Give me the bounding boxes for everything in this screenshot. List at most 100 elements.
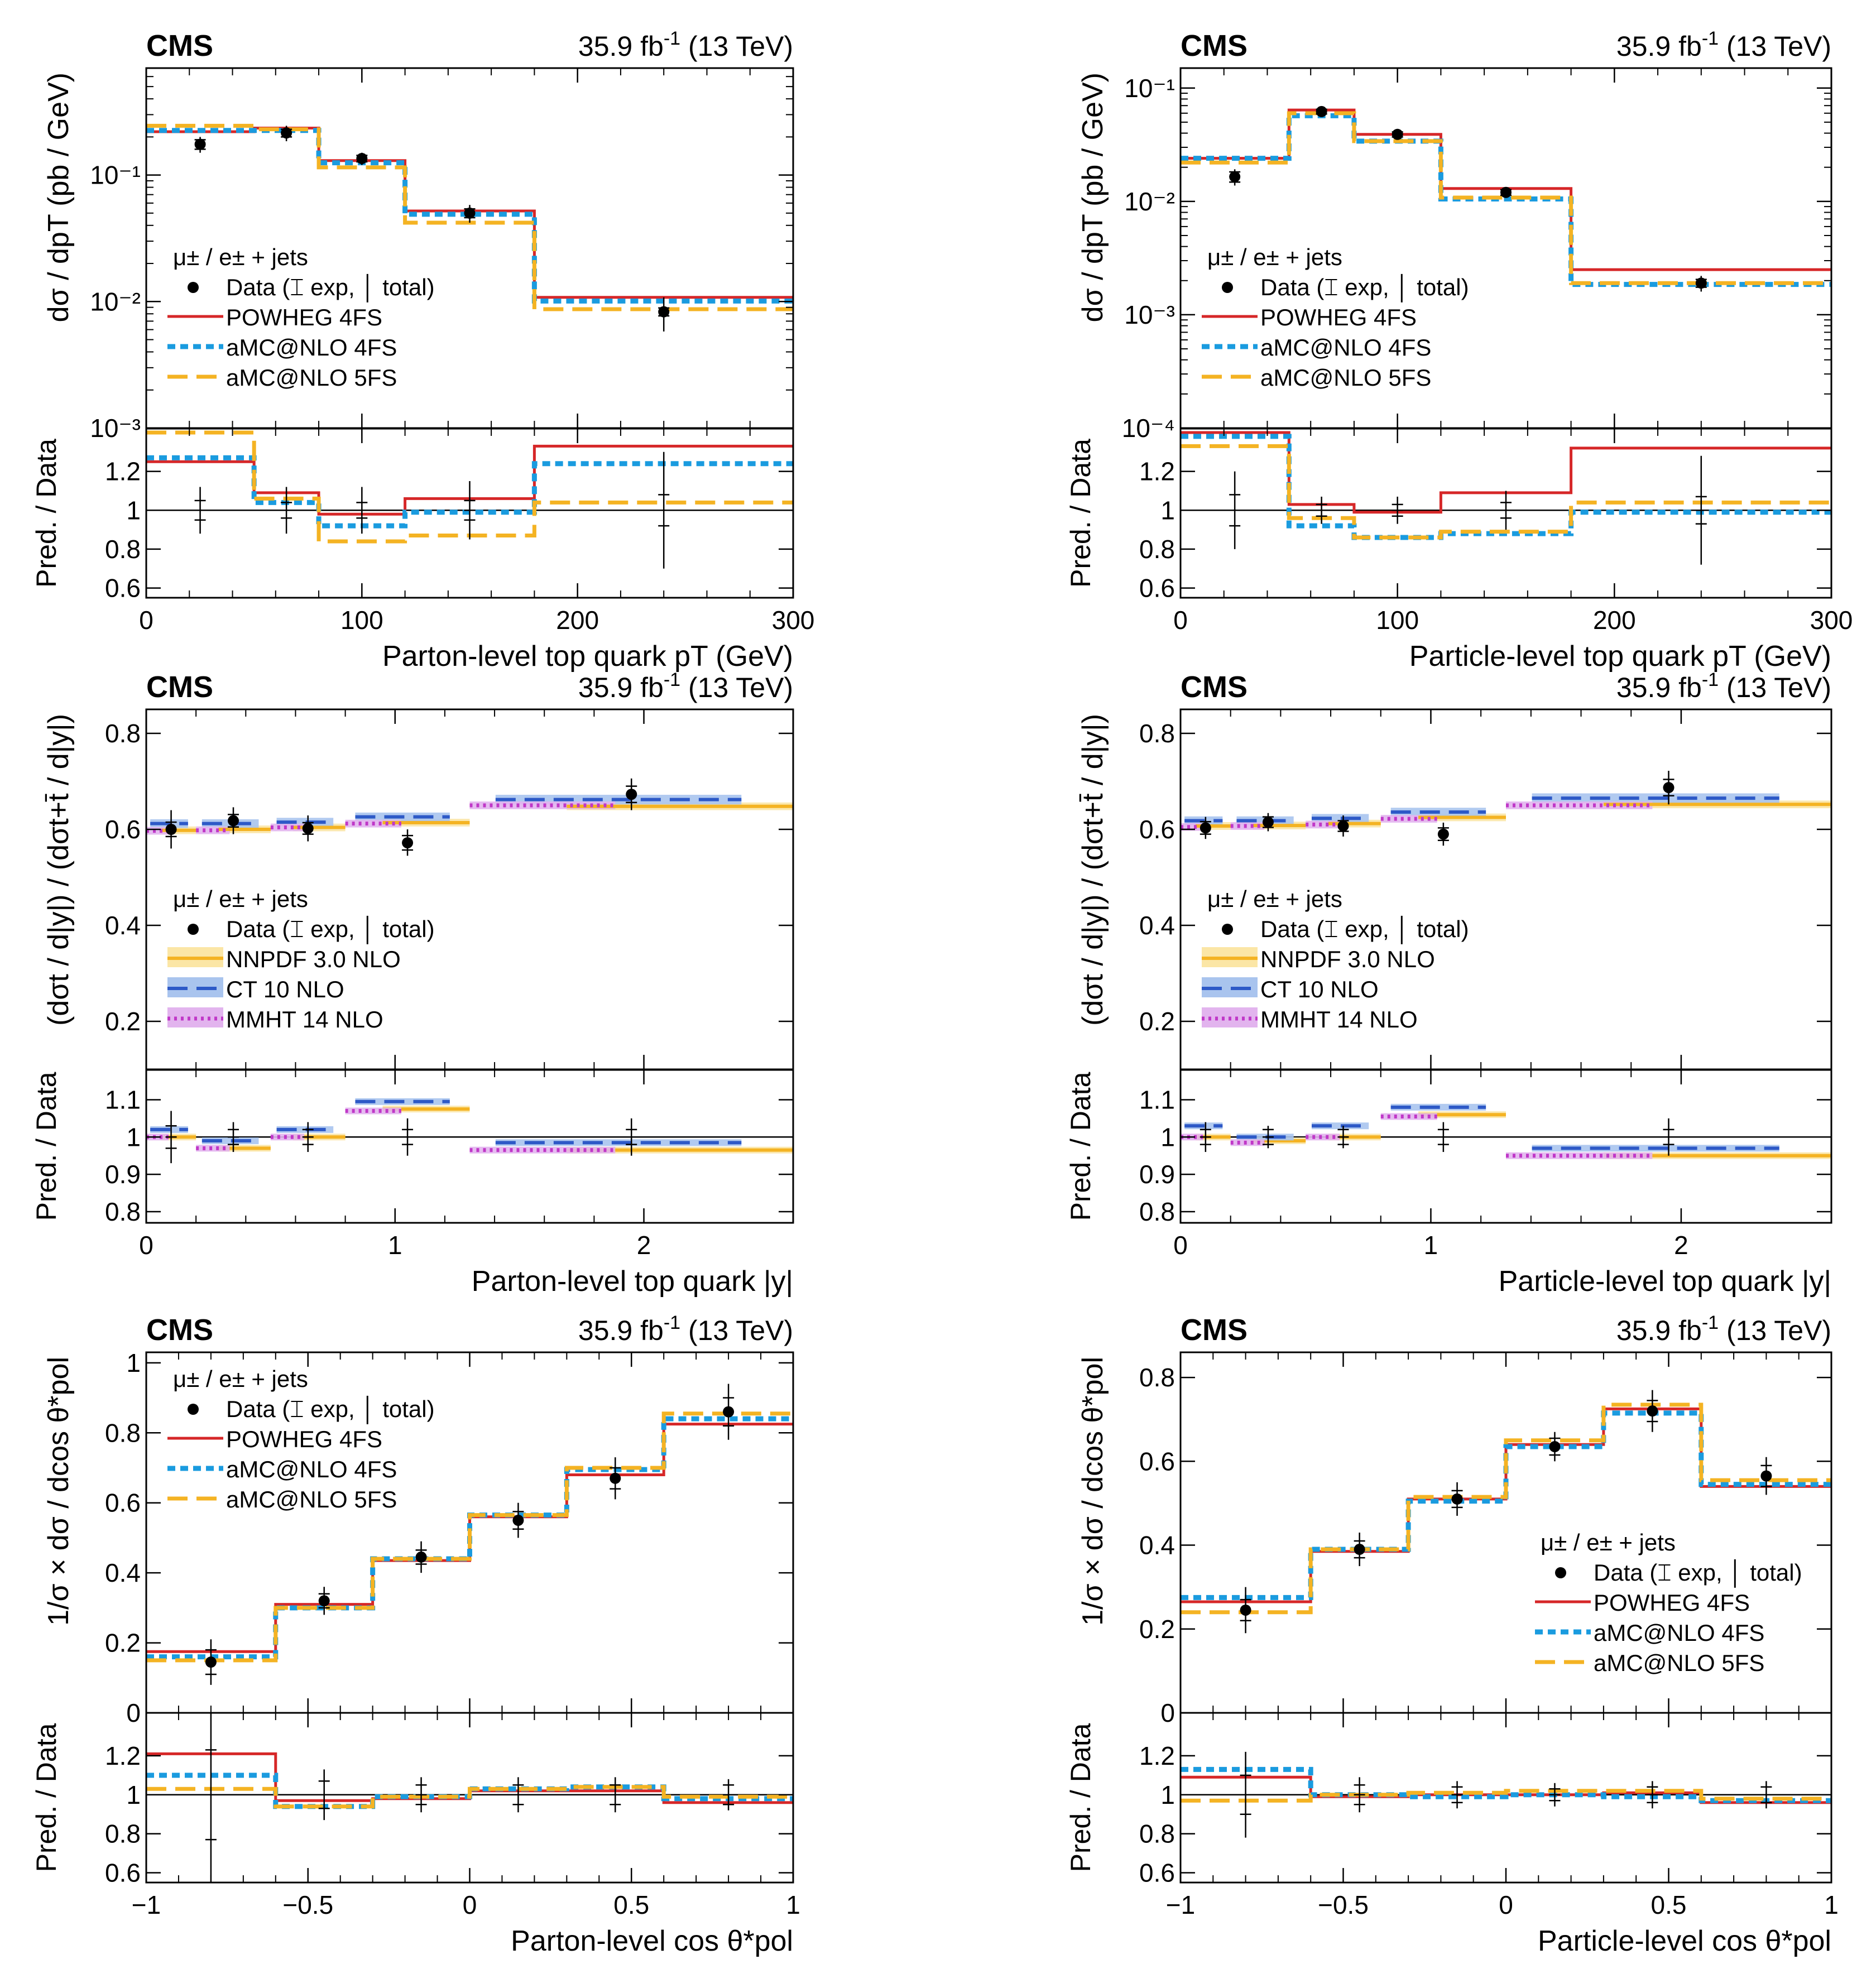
legend-label: MMHT 14 NLO bbox=[226, 1006, 383, 1033]
ratio-y-tick-label: 1.2 bbox=[105, 457, 141, 486]
ratio-plot-area bbox=[1181, 431, 1831, 565]
x-tick-label: 100 bbox=[1376, 606, 1419, 635]
data-point bbox=[610, 1472, 621, 1484]
legend-label: aMC@NLO 5FS bbox=[226, 1486, 397, 1512]
data-point bbox=[281, 127, 292, 139]
ratio-plot-area bbox=[146, 1713, 793, 1883]
y-tick-label: 0.8 bbox=[105, 719, 141, 748]
lumi-prefix: 35.9 fb bbox=[578, 672, 664, 703]
lumi-suffix: (13 TeV) bbox=[1719, 31, 1831, 62]
legend-data-label: Data (⌶ exp, │ total) bbox=[226, 915, 435, 944]
lumi-label: 35.9 fb-1 (13 TeV) bbox=[1616, 669, 1831, 703]
data-point bbox=[402, 837, 414, 849]
legend-label: aMC@NLO 4FS bbox=[1594, 1620, 1764, 1646]
y-tick-label: 0.8 bbox=[105, 1418, 141, 1447]
x-tick-label: 300 bbox=[1810, 606, 1853, 635]
legend-channel: μ± / e± + jets bbox=[173, 244, 308, 270]
data-point bbox=[626, 789, 637, 800]
y-tick-label: 0.2 bbox=[1139, 1615, 1175, 1644]
lumi-label: 35.9 fb-1 (13 TeV) bbox=[578, 28, 793, 62]
panel-pt_parton: 0 100 200 300 10⁻³ 10⁻² 10⁻¹ 0.6 0.8 1 1.2 CMS 35.9 … bbox=[31, 28, 814, 673]
x-axis-title: Particle-level top quark pT (GeV) bbox=[1409, 640, 1831, 673]
panel-pol_particle: −1 −0.5 0 0.5 1 0 0.2 0.4 0.6 0.8 0.6 0.8 1 1.2 CMS 35.… bbox=[1065, 1312, 1839, 1957]
lumi-exp: -1 bbox=[1702, 28, 1719, 49]
lumi-exp: -1 bbox=[664, 1312, 680, 1333]
legend-label: POWHEG 4FS bbox=[1594, 1590, 1750, 1616]
lumi-suffix: (13 TeV) bbox=[680, 1315, 793, 1346]
data-point bbox=[1695, 277, 1707, 289]
panel-y_particle: 0 1 2 0.2 0.4 0.6 0.8 0.8 0.9 1 1.1 CMS 35.9 fb-1 (1… bbox=[1065, 669, 1832, 1298]
y-tick-label: 10⁻¹ bbox=[90, 161, 141, 190]
data-point bbox=[1663, 782, 1675, 794]
x-tick-label: −0.5 bbox=[1318, 1890, 1369, 1919]
x-axis-title: Parton-level top quark |y| bbox=[472, 1265, 793, 1298]
ratio-series-amc5fs bbox=[146, 430, 793, 544]
ratio-y-tick-label: 0.8 bbox=[105, 1197, 141, 1226]
panel-pt_particle: 0 100 200 300 10⁻⁴ 10⁻³ 10⁻² 10⁻¹ 0.6 0.8 1 1.2 CMS 3… bbox=[1065, 28, 1853, 673]
legend-label: CT 10 NLO bbox=[1260, 976, 1379, 1002]
data-point bbox=[1647, 1405, 1658, 1417]
legend-data-label: Data (⌶ exp, │ total) bbox=[1260, 915, 1469, 944]
x-tick-label: 0 bbox=[1173, 1231, 1188, 1260]
ratio-series-amc5fs bbox=[146, 1785, 793, 1809]
lumi-exp: -1 bbox=[664, 669, 680, 690]
data-point bbox=[165, 824, 177, 835]
ratio-frame bbox=[1179, 428, 1832, 599]
data-point bbox=[1354, 1544, 1365, 1555]
lumi-label: 35.9 fb-1 (13 TeV) bbox=[578, 1312, 793, 1346]
ratio-y-axis-title: Pred. / Data bbox=[1065, 1723, 1096, 1872]
ratio-y-tick-label: 1 bbox=[126, 496, 141, 525]
data-point bbox=[1229, 171, 1241, 183]
x-tick-label: 0 bbox=[139, 1231, 153, 1260]
data-point bbox=[1200, 822, 1211, 834]
x-tick-label: 0 bbox=[463, 1890, 477, 1919]
y-tick-label: 0.2 bbox=[105, 1007, 141, 1036]
legend-label: aMC@NLO 4FS bbox=[226, 1456, 397, 1482]
lumi-prefix: 35.9 fb bbox=[1616, 672, 1702, 703]
x-tick-label: 0 bbox=[1499, 1890, 1513, 1919]
legend: μ± / e± + jets Data (⌶ exp, │ total)NNPDF… bbox=[1202, 886, 1469, 1033]
y-tick-label: 10⁻⁴ bbox=[1122, 414, 1175, 443]
lumi-prefix: 35.9 fb bbox=[578, 1315, 664, 1346]
y-tick-label: 10⁻³ bbox=[90, 414, 141, 443]
main-plot-area bbox=[1181, 105, 1831, 292]
lumi-suffix: (13 TeV) bbox=[680, 672, 793, 703]
y-axis-title: dσ / dpT (pb / GeV) bbox=[42, 73, 75, 322]
ratio-y-axis-title: Pred. / Data bbox=[31, 1072, 62, 1221]
data-point bbox=[1240, 1604, 1251, 1616]
x-tick-label: 1 bbox=[1424, 1231, 1438, 1260]
data-point bbox=[1316, 105, 1327, 117]
data-point bbox=[1437, 828, 1449, 840]
y-tick-label: 0.6 bbox=[105, 815, 141, 844]
legend-label: MMHT 14 NLO bbox=[1260, 1006, 1418, 1033]
data-point bbox=[1262, 817, 1274, 828]
legend-data-marker bbox=[188, 1404, 199, 1415]
data-point bbox=[1500, 186, 1512, 198]
data-point bbox=[228, 815, 239, 827]
panel-y_parton: 0 1 2 0.2 0.4 0.6 0.8 0.8 0.9 1 1.1 CMS 35.9 fb-1 (1… bbox=[31, 669, 794, 1298]
y-tick-label: 0.2 bbox=[1139, 1007, 1175, 1036]
legend-data-marker bbox=[1222, 282, 1233, 293]
y-tick-label: 0.8 bbox=[1139, 1363, 1175, 1392]
data-point bbox=[415, 1551, 427, 1563]
cms-label: CMS bbox=[1181, 670, 1248, 704]
ratio-y-tick-label: 0.8 bbox=[1139, 535, 1175, 564]
cms-label: CMS bbox=[1181, 29, 1248, 63]
legend-data-marker bbox=[1222, 924, 1233, 935]
cms-label: CMS bbox=[146, 1313, 213, 1347]
y-tick-label: 0.4 bbox=[105, 911, 141, 940]
y-tick-label: 1 bbox=[126, 1348, 141, 1377]
legend: μ± / e± + jets Data (⌶ exp, │ total)POWHE… bbox=[1535, 1529, 1802, 1676]
legend-channel: μ± / e± + jets bbox=[1207, 244, 1342, 270]
cms-label: CMS bbox=[146, 29, 213, 63]
y-tick-label: 0 bbox=[126, 1698, 141, 1727]
legend: μ± / e± + jets Data (⌶ exp, │ total)POWHE… bbox=[1202, 244, 1469, 391]
lumi-suffix: (13 TeV) bbox=[1719, 672, 1831, 703]
ratio-series-amc5fs bbox=[1181, 1789, 1831, 1803]
lumi-exp: -1 bbox=[1702, 1312, 1719, 1333]
lumi-suffix: (13 TeV) bbox=[1719, 1315, 1831, 1346]
x-axis-title: Particle-level cos θ*pol bbox=[1538, 1925, 1831, 1957]
x-tick-label: −0.5 bbox=[282, 1890, 333, 1919]
main-plot-area bbox=[1181, 1390, 1831, 1634]
x-tick-label: 1 bbox=[1824, 1890, 1839, 1919]
